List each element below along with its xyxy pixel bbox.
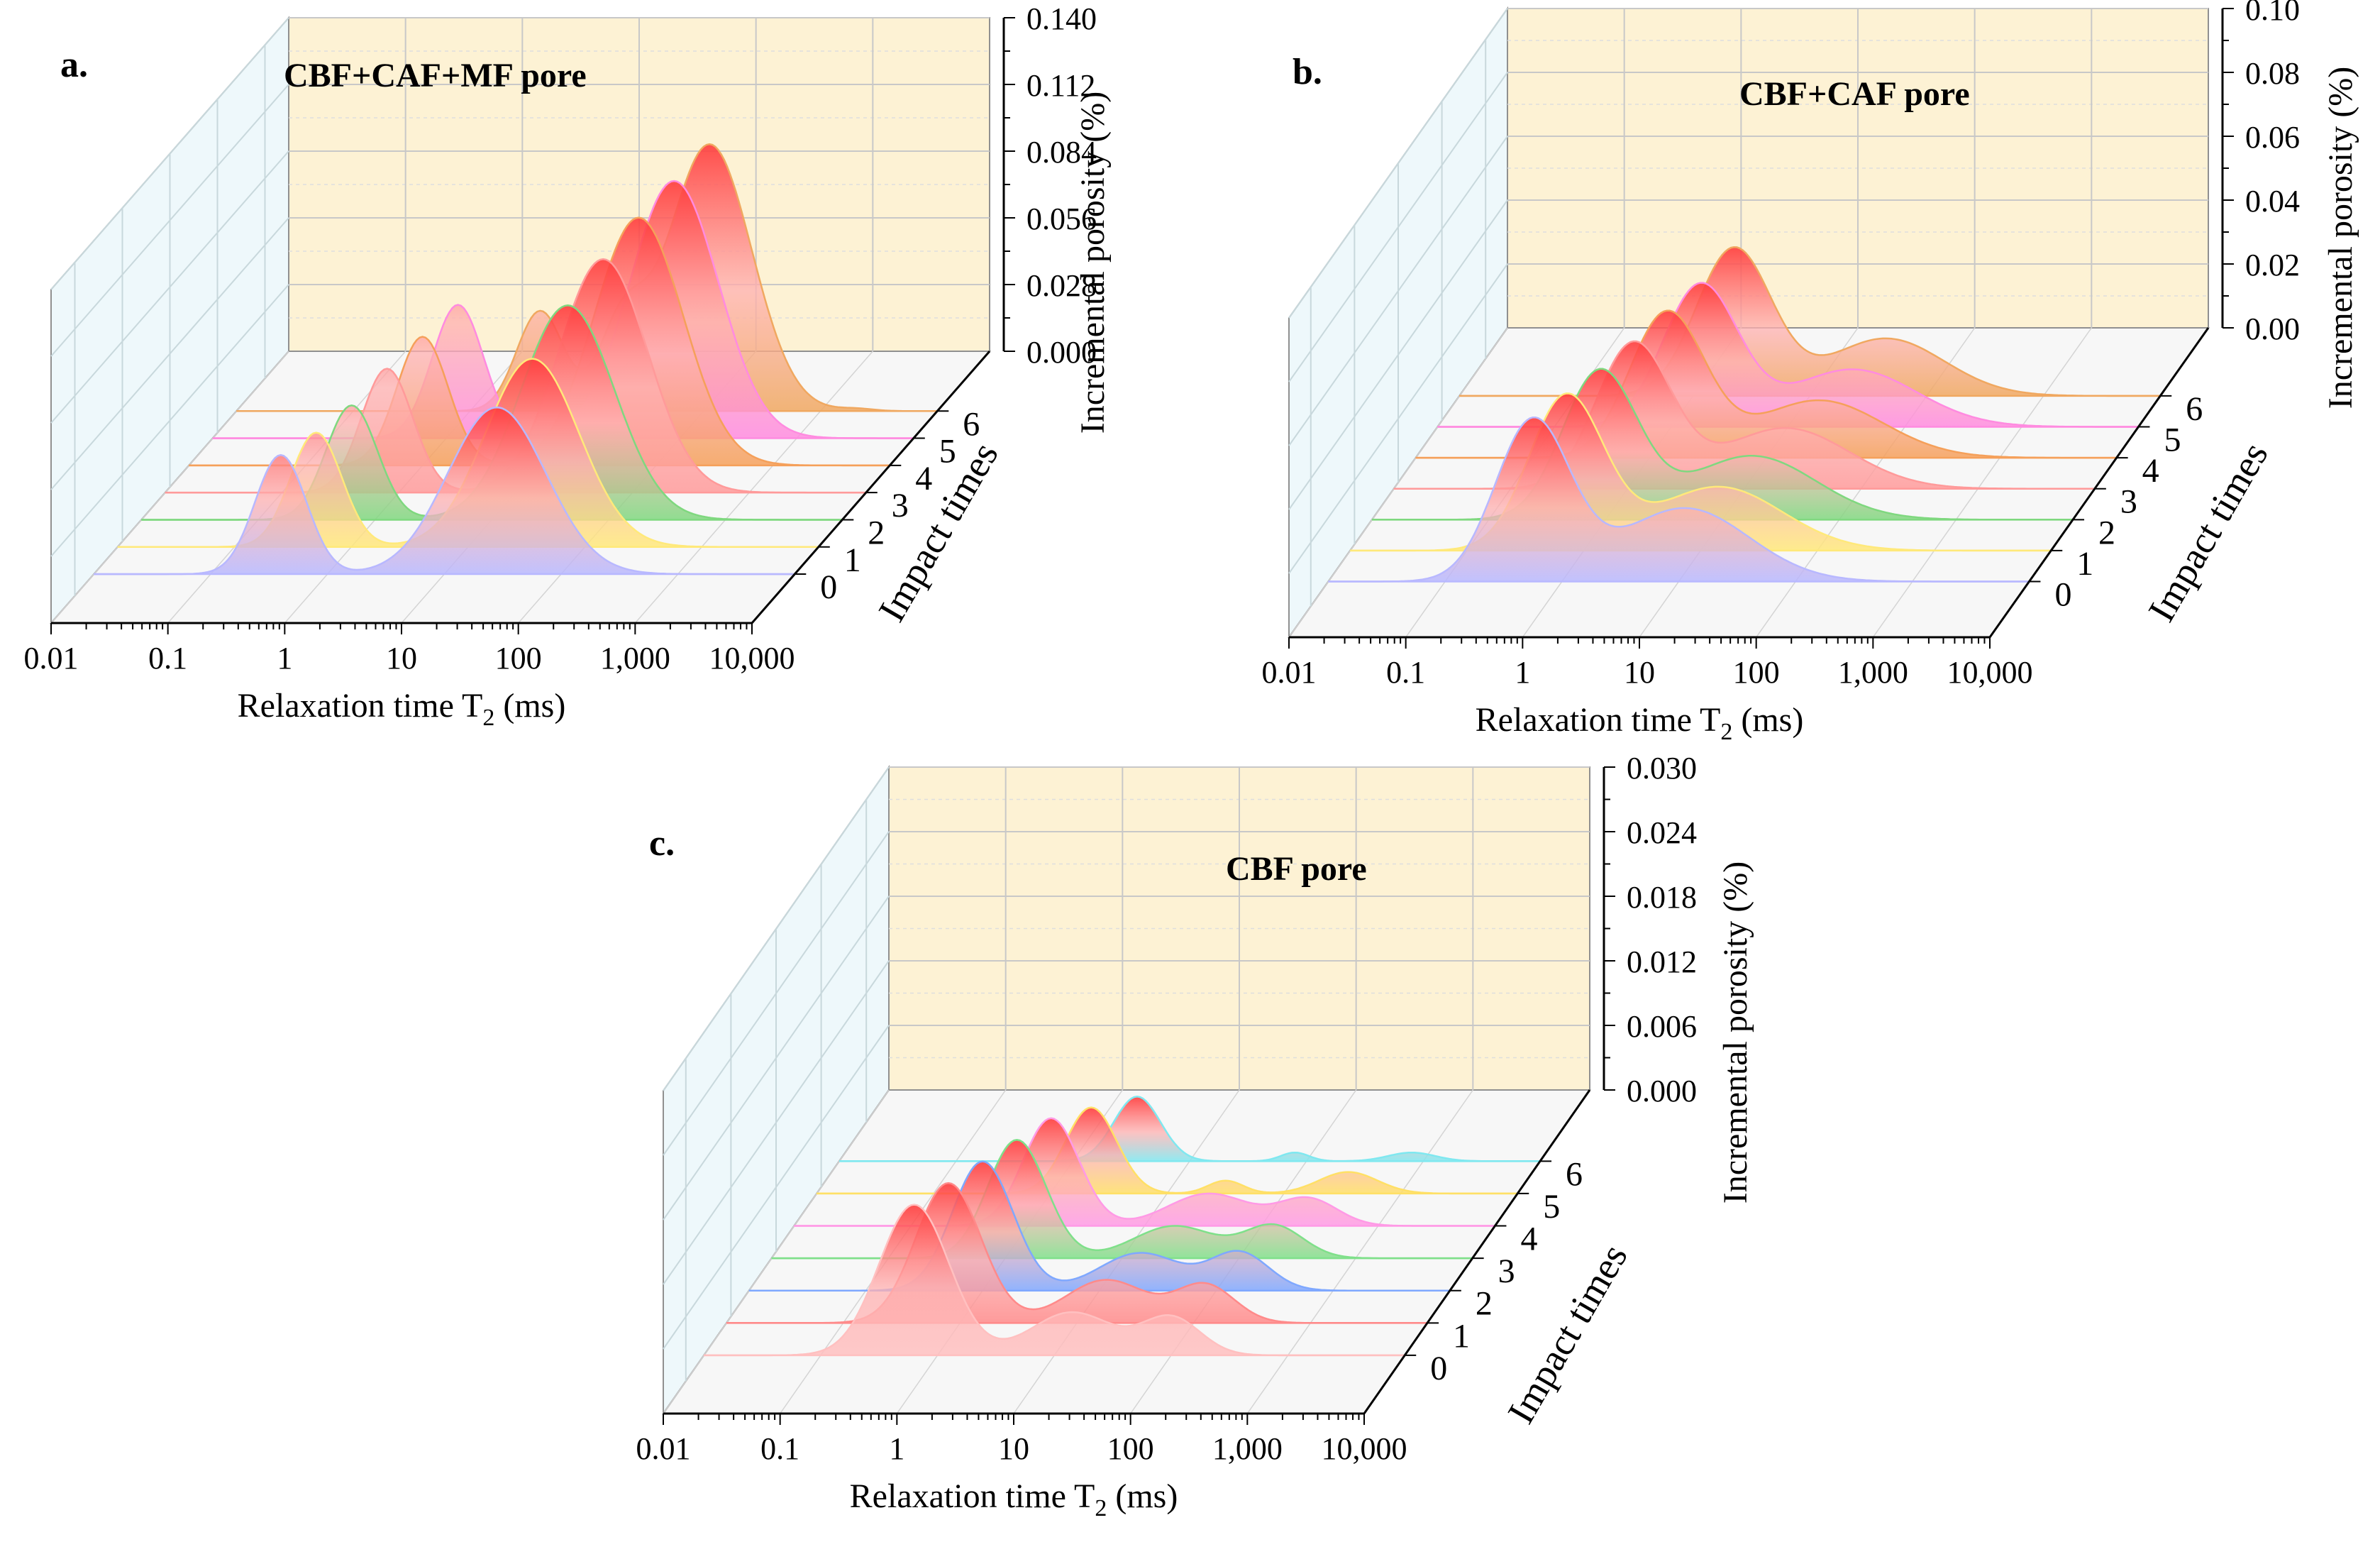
- z-tick-label: 4: [915, 460, 932, 497]
- z-tick-label: 2: [868, 514, 885, 551]
- z-tick-label: 6: [2186, 390, 2203, 428]
- z-tick-label: 6: [1566, 1155, 1583, 1193]
- y-tick-label: 0.006: [1627, 1009, 1697, 1044]
- inset-title: CBF pore: [1226, 850, 1367, 888]
- y-axis-title: Incremental porosity (%): [2322, 67, 2359, 409]
- z-tick-label: 2: [2098, 514, 2115, 551]
- series-area: [1459, 247, 2161, 396]
- series-area: [212, 181, 914, 439]
- z-tick-label: 5: [2164, 422, 2181, 459]
- y-axis-title: Incremental porosity (%): [1074, 92, 1112, 434]
- y-tick-label: 0.012: [1627, 945, 1697, 979]
- z-tick-label: 4: [2142, 452, 2159, 490]
- z-tick-label: 1: [844, 541, 861, 579]
- z-tick-label: 5: [1543, 1188, 1560, 1226]
- series-area: [1328, 417, 2030, 582]
- z-tick-label: 3: [1498, 1252, 1515, 1290]
- series-line: [1328, 416, 2030, 583]
- x-axis-title: Relaxation time T2 (ms): [1476, 701, 1804, 745]
- grid-line: [1246, 1089, 1473, 1414]
- z-tick-label: 5: [939, 433, 956, 470]
- panel-label: c.: [649, 823, 675, 864]
- x-tick-label: 10,000: [1322, 1431, 1407, 1466]
- series-area: [236, 144, 938, 412]
- z-axis-title: Impact times: [2140, 435, 2276, 629]
- y-tick-label: 0.028: [1026, 268, 1097, 303]
- x-tick-label: 0.1: [760, 1431, 799, 1466]
- x-tick-label: 1,000: [600, 641, 670, 676]
- z-tick-label: 1: [1453, 1317, 1470, 1355]
- x-tick-label: 10,000: [709, 641, 795, 676]
- y-tick-label: 0.056: [1026, 202, 1097, 236]
- y-tick-label: 0.140: [1026, 1, 1097, 36]
- x-tick-label: 0.01: [24, 641, 79, 676]
- series-area: [94, 407, 795, 575]
- x-tick-label: 0.01: [636, 1431, 691, 1466]
- grid-line: [1872, 327, 2092, 638]
- inset-title: CBF+CAF+MF pore: [284, 57, 587, 94]
- y-tick-label: 0.000: [1026, 335, 1097, 370]
- z-tick-label: 4: [1520, 1221, 1537, 1258]
- x-tick-label: 100: [1107, 1431, 1154, 1466]
- y-tick-label: 0.02: [2245, 248, 2300, 282]
- y-tick-label: 0.024: [1627, 815, 1697, 850]
- x-tick-label: 1,000: [1838, 655, 1908, 690]
- z-tick-label: 3: [2120, 483, 2137, 521]
- series-line: [94, 406, 795, 576]
- x-tick-label: 1: [1515, 655, 1530, 690]
- series-area: [1415, 310, 2117, 458]
- series-line: [726, 1182, 1427, 1324]
- z-tick-label: 1: [2076, 545, 2093, 583]
- z-tick-label: 3: [892, 487, 909, 524]
- y-axis-title: Incremental porosity (%): [1717, 861, 1754, 1204]
- x-tick-label: 0.1: [148, 641, 187, 676]
- series-line: [704, 1204, 1405, 1357]
- y-tick-label: 0.10: [2245, 0, 2300, 27]
- x-tick-label: 0.01: [1262, 655, 1317, 690]
- z-tick-label: 6: [963, 405, 980, 443]
- x-axis-title: Relaxation time T2 (ms): [850, 1477, 1178, 1521]
- series-area: [704, 1204, 1405, 1355]
- y-tick-label: 0.04: [2245, 184, 2300, 219]
- y-tick-label: 0.06: [2245, 120, 2300, 155]
- z-tick-label: 0: [2054, 576, 2071, 614]
- x-axis-title: Relaxation time T2 (ms): [238, 687, 566, 731]
- x-tick-label: 10: [386, 641, 417, 676]
- y-tick-label: 0.018: [1627, 880, 1697, 915]
- x-tick-label: 100: [1733, 655, 1780, 690]
- x-tick-label: 10: [1624, 655, 1655, 690]
- panel-label: a.: [60, 45, 88, 85]
- z-axis-line: [751, 351, 991, 624]
- y-tick-label: 0.08: [2245, 56, 2300, 91]
- x-tick-label: 1: [277, 641, 292, 676]
- y-tick-label: 0.000: [1627, 1074, 1697, 1108]
- y-tick-label: 0.030: [1627, 751, 1697, 786]
- series-line: [817, 1106, 1518, 1195]
- y-tick-label: 0.00: [2245, 312, 2300, 346]
- series-line: [839, 1096, 1540, 1162]
- y-tick-label: 0.084: [1026, 135, 1097, 170]
- x-tick-label: 1,000: [1212, 1431, 1283, 1466]
- x-tick-label: 10: [998, 1431, 1029, 1466]
- x-tick-label: 0.1: [1386, 655, 1425, 690]
- z-tick-label: 0: [1430, 1350, 1447, 1387]
- grid-line: [634, 351, 873, 624]
- x-tick-label: 1: [889, 1431, 904, 1466]
- series-area: [1437, 282, 2139, 427]
- z-axis-title: Impact times: [1499, 1237, 1635, 1431]
- series-line: [748, 1160, 1450, 1292]
- x-tick-label: 100: [495, 641, 542, 676]
- x-tick-label: 10,000: [1947, 655, 2033, 690]
- y-tick-label: 0.112: [1026, 68, 1095, 103]
- z-tick-label: 0: [820, 568, 837, 606]
- z-axis-line: [1363, 1089, 1591, 1414]
- panel-label: b.: [1293, 52, 1322, 92]
- z-axis-line: [1988, 327, 2210, 638]
- z-tick-label: 2: [1476, 1285, 1493, 1323]
- inset-title: CBF+CAF pore: [1739, 75, 1970, 113]
